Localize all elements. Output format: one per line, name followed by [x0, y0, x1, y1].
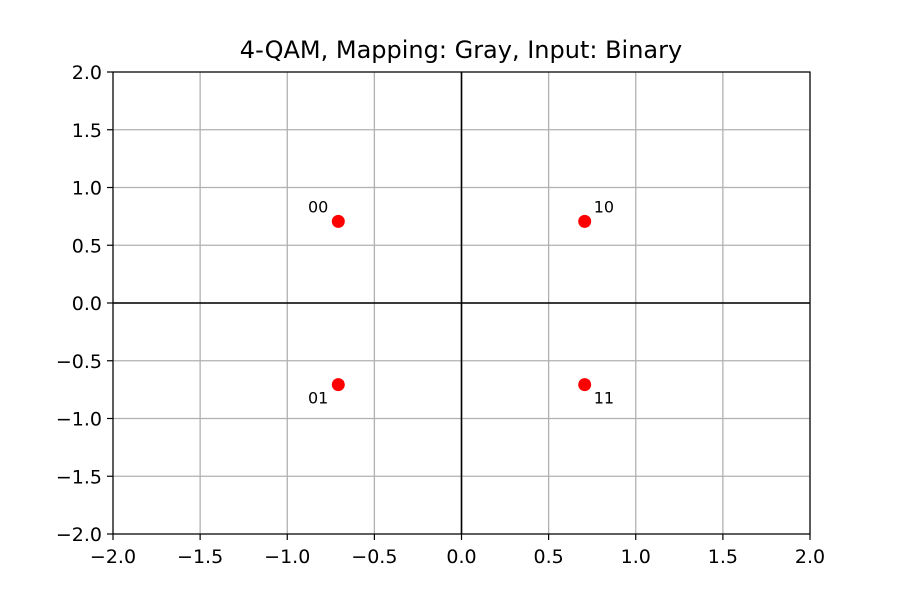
constellation-points [331, 214, 592, 392]
y-tick-label-5: 0.5 [72, 235, 102, 257]
point-label-00: 00 [308, 197, 328, 216]
chart-title: 4-QAM, Mapping: Gray, Input: Binary [240, 36, 682, 64]
zero-axis-lines [113, 72, 810, 534]
y-tick-label-8: 2.0 [72, 62, 102, 84]
point-labels: 00 10 01 11 [308, 197, 614, 407]
y-tick-label-7: 1.5 [72, 120, 102, 142]
x-tick-label-7: 1.5 [708, 546, 738, 568]
y-tick-label-3: −0.5 [56, 351, 102, 373]
point-00 [331, 214, 345, 228]
y-axis-ticks: −2.0 −1.5 −1.0 −0.5 0.0 0.5 1.0 1.5 2.0 [56, 62, 113, 546]
point-label-11: 11 [594, 389, 614, 408]
x-tick-label-6: 1.0 [621, 546, 651, 568]
x-tick-label-3: −0.5 [351, 546, 397, 568]
x-tick-label-5: 0.5 [534, 546, 564, 568]
y-tick-label-2: −1.0 [56, 409, 102, 431]
point-10 [578, 214, 592, 228]
y-tick-label-0: −2.0 [56, 524, 102, 546]
x-axis-ticks: −2.0 −1.5 −1.0 −0.5 0.0 0.5 1.0 1.5 2.0 [90, 534, 825, 568]
y-tick-label-4: 0.0 [72, 293, 102, 315]
y-tick-label-6: 1.0 [72, 178, 102, 200]
point-label-01: 01 [308, 389, 328, 408]
x-tick-label-0: −2.0 [90, 546, 136, 568]
x-tick-label-4: 0.0 [446, 546, 476, 568]
point-label-10: 10 [594, 197, 614, 216]
y-tick-label-1: −1.5 [56, 466, 102, 488]
point-01 [331, 378, 345, 392]
x-tick-label-2: −1.0 [264, 546, 310, 568]
point-11 [578, 378, 592, 392]
x-tick-label-1: −1.5 [177, 546, 223, 568]
x-tick-label-8: 2.0 [795, 546, 825, 568]
